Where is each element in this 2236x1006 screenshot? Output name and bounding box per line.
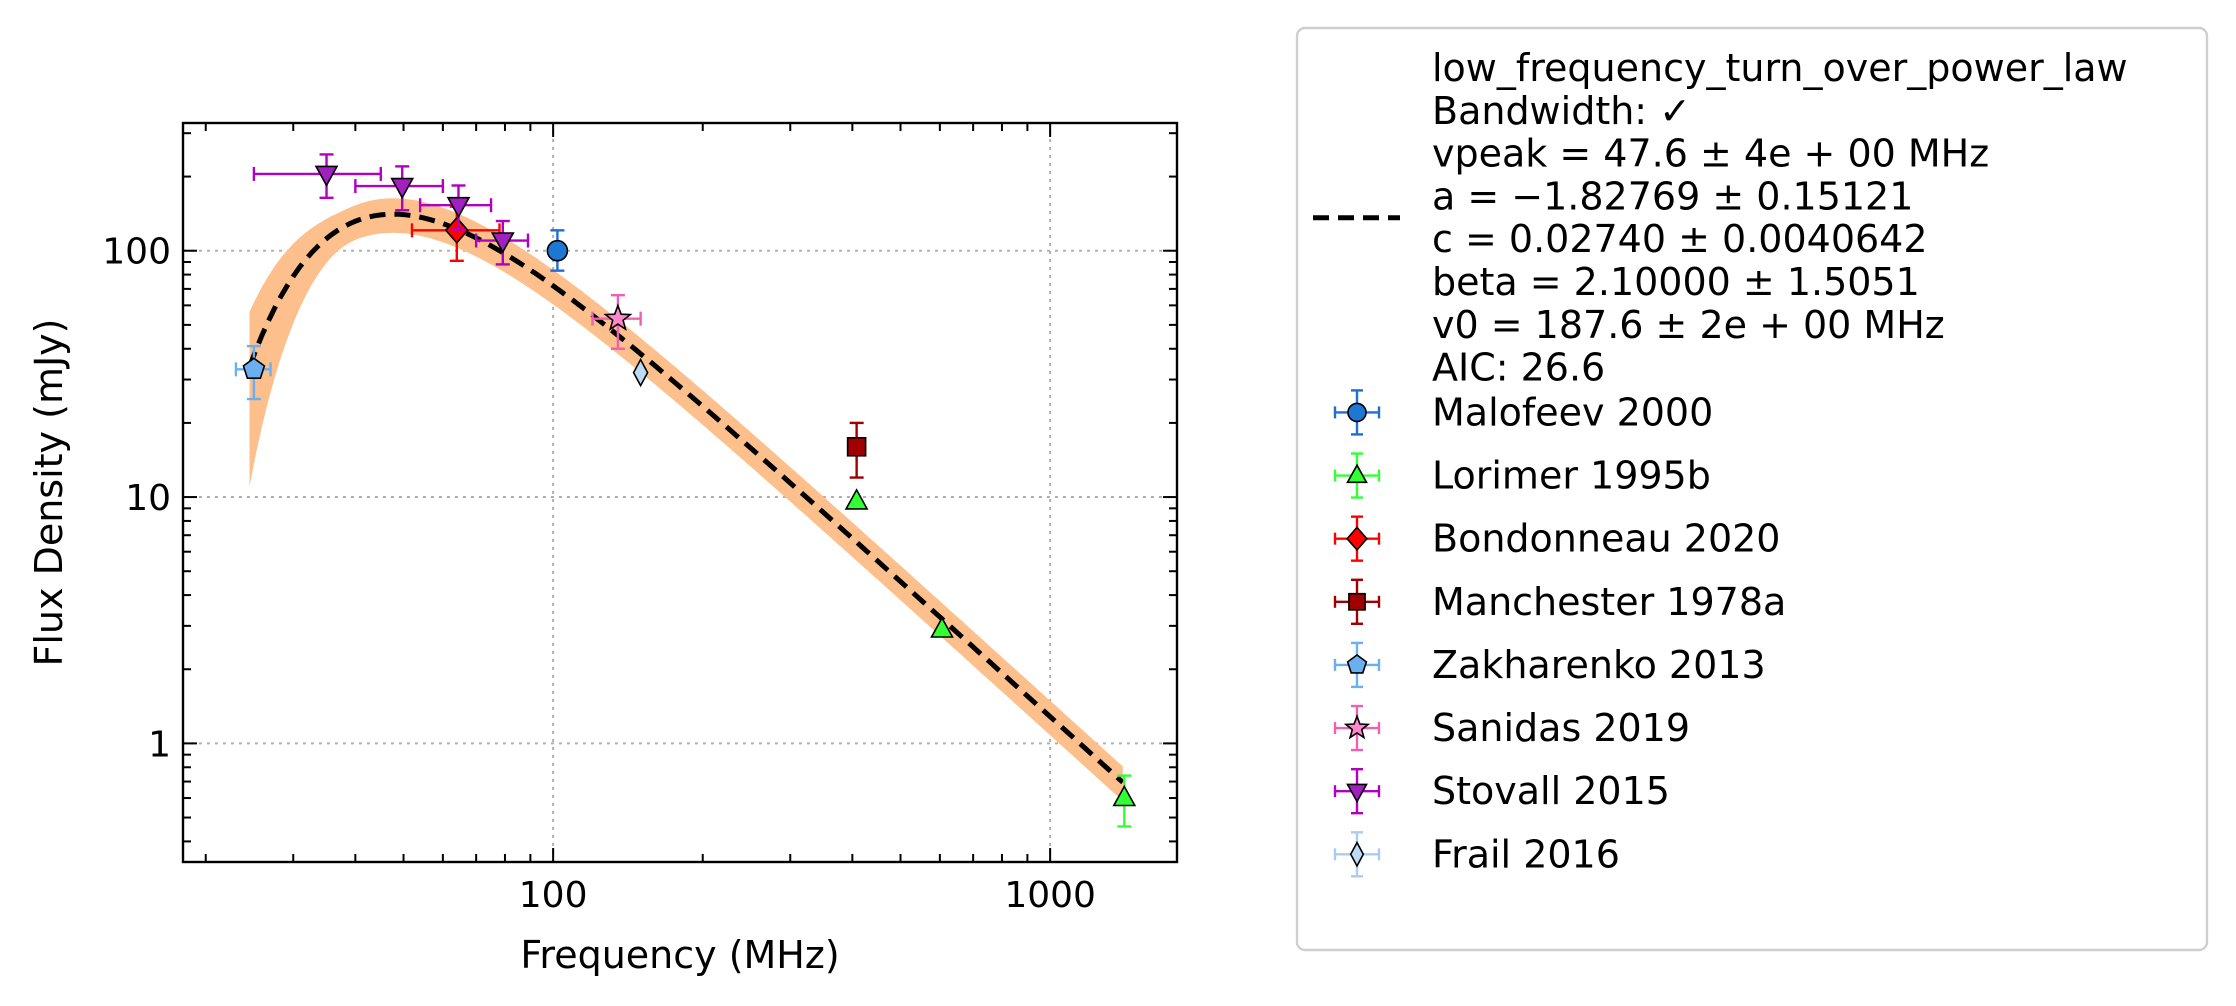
fit-curve xyxy=(247,211,1125,785)
data-point xyxy=(314,165,339,188)
legend-label: Lorimer 1995b xyxy=(1432,454,1711,498)
legend-fit-text: AIC: 26.6 xyxy=(1432,346,1605,390)
legend-marker xyxy=(1343,714,1371,740)
series-sanidas-2019 xyxy=(591,293,642,350)
data-point xyxy=(632,357,649,388)
plot-frame xyxy=(181,121,1179,864)
legend-entry: Manchester 1978a xyxy=(1333,578,1786,625)
legend-marker xyxy=(1346,654,1368,674)
y-axis-label: Flux Density (mJy) xyxy=(27,319,71,667)
legend-entry: Zakharenko 2013 xyxy=(1333,641,1766,689)
legend-fit-text: v0 = 187.6 ± 2e + 00 MHz xyxy=(1432,303,1945,347)
series-malofeev-2000 xyxy=(546,229,569,272)
data-point xyxy=(1112,784,1137,807)
fit-uncertainty-band xyxy=(249,198,1123,802)
legend-marker xyxy=(1347,402,1367,423)
x-tick-label: 1000 xyxy=(1004,875,1096,916)
legend-fit-text: c = 0.02740 ± 0.0040642 xyxy=(1432,217,1928,261)
legend-entry: Sanidas 2019 xyxy=(1333,704,1690,752)
legend-box xyxy=(1295,26,2209,952)
legend-entry: Frail 2016 xyxy=(1333,831,1620,878)
y-tick-label: 1 xyxy=(148,724,171,765)
data-point xyxy=(844,488,869,510)
legend-fit-text: low_frequency_turn_over_power_law xyxy=(1432,46,2128,90)
legend-marker xyxy=(1346,783,1368,804)
series-zakharenko-2013 xyxy=(234,344,272,401)
series-stovall-2015 xyxy=(252,153,530,266)
legend-label: Malofeev 2000 xyxy=(1432,390,1713,434)
legend-marker xyxy=(1349,840,1365,868)
legend-fit-text: a = −1.82769 ± 0.15121 xyxy=(1432,174,1913,218)
data-points xyxy=(234,153,1137,828)
legend-fit-text: beta = 2.10000 ± 1.5051 xyxy=(1432,260,1920,304)
x-tick-label: 100 xyxy=(519,875,588,916)
fit-band-area xyxy=(249,198,1123,802)
fit-line xyxy=(247,211,1125,785)
legend-entry: Stovall 2015 xyxy=(1333,767,1670,815)
legend-label: Bondonneau 2020 xyxy=(1432,517,1780,561)
legend-marker xyxy=(1346,526,1368,552)
legend-label: Stovall 2015 xyxy=(1432,769,1670,813)
axes: 100 1000 1 10 100 xyxy=(102,121,1179,916)
legend-fit-text: vpeak = 47.6 ± 4e + 00 MHz xyxy=(1432,132,1989,176)
legend-label: Zakharenko 2013 xyxy=(1432,643,1766,687)
legend: low_frequency_turn_over_power_lawBandwid… xyxy=(1295,26,2209,952)
legend-marker xyxy=(1348,592,1366,611)
y-tick-label: 100 xyxy=(102,232,171,273)
data-point xyxy=(603,303,633,332)
series-manchester-1978a xyxy=(846,421,867,479)
y-tick-label: 10 xyxy=(125,478,171,519)
series-lorimer-1995b xyxy=(844,488,1137,828)
data-point xyxy=(846,436,867,457)
legend-label: Sanidas 2019 xyxy=(1432,706,1690,750)
legend-entry: Bondonneau 2020 xyxy=(1333,515,1780,562)
data-point xyxy=(490,232,515,254)
grid-lines xyxy=(183,123,1177,862)
legend-label: Manchester 1978a xyxy=(1432,580,1786,624)
series-frail-2016 xyxy=(632,357,649,388)
legend-marker xyxy=(1346,463,1368,484)
data-point xyxy=(930,616,954,638)
legend-entry: Malofeev 2000 xyxy=(1333,389,1713,436)
legend-entry: Lorimer 1995b xyxy=(1333,452,1711,499)
data-point xyxy=(390,177,415,200)
data-point xyxy=(446,196,471,219)
data-point xyxy=(242,357,266,380)
legend-label: Frail 2016 xyxy=(1432,832,1620,876)
data-point xyxy=(546,239,569,262)
legend-fit-text: Bandwidth: ✓ xyxy=(1432,89,1691,133)
x-axis-label: Frequency (MHz) xyxy=(520,933,839,977)
